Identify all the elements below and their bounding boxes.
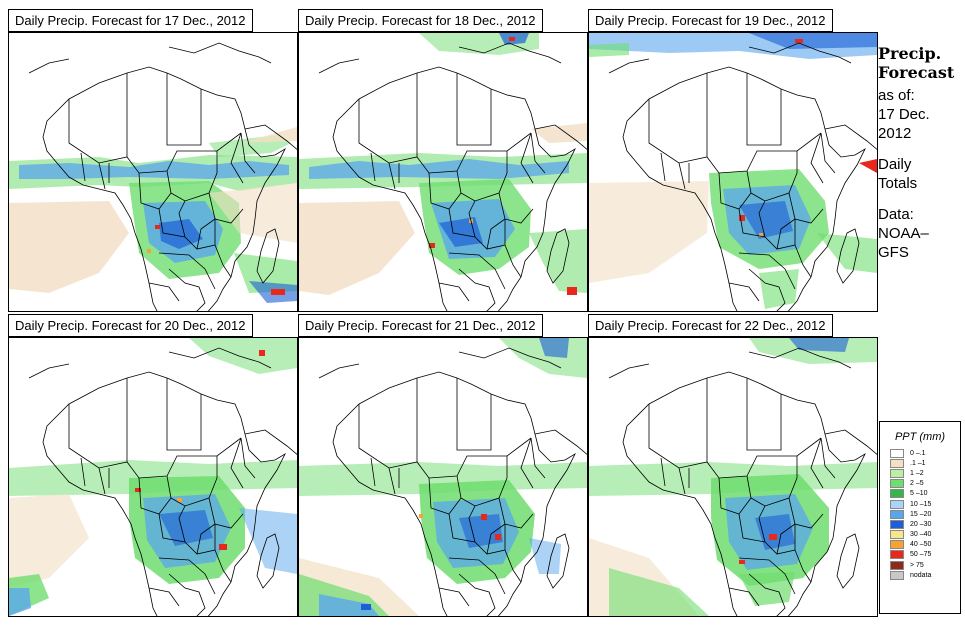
- info-data-source: NOAA–: [878, 225, 929, 242]
- info-block: Precip. Forecast as of: 17 Dec. 2012 Dai…: [878, 44, 962, 262]
- legend-item: 15 –20: [880, 509, 960, 519]
- panel-title: Daily Precip. Forecast for 21 Dec., 2012: [298, 314, 543, 337]
- legend-label: 5 –10: [910, 490, 928, 498]
- precip-map: [588, 32, 878, 312]
- forecast-panel-dec21: Daily Precip. Forecast for 21 Dec., 2012: [298, 314, 588, 617]
- forecast-panel-dec18: Daily Precip. Forecast for 18 Dec., 2012: [298, 9, 588, 312]
- legend-rows: 0 –.1 .1 –1 1 –2 2 –5 5 –10 10 –15 15 –20 20 –3…: [880, 448, 960, 580]
- precip-legend: PPT (mm) 0 –.1 .1 –1 1 –2 2 –5 5 –10 10 –15 15…: [879, 421, 961, 614]
- legend-label: 20 –30: [910, 520, 932, 528]
- legend-swatch: [890, 570, 904, 580]
- legend-swatch: [890, 509, 904, 519]
- legend-item: 50 –75: [880, 550, 960, 560]
- legend-title: PPT (mm): [894, 431, 946, 443]
- info-daily: Daily: [878, 156, 912, 173]
- forecast-panel-dec17: Daily Precip. Forecast for 17 Dec., 2012: [8, 9, 298, 312]
- info-totals: Totals: [878, 175, 918, 192]
- precip-map: [588, 337, 878, 617]
- legend-label: 30 –40: [910, 531, 932, 539]
- legend-item: .1 –1: [880, 458, 960, 468]
- legend-swatch: [890, 479, 904, 489]
- legend-label: nodata: [910, 571, 932, 579]
- precip-map: [8, 32, 298, 312]
- forecast-panel-dec20: Daily Precip. Forecast for 20 Dec., 2012: [8, 314, 298, 617]
- forecast-panel-dec19: Daily Precip. Forecast for 19 Dec., 2012: [588, 9, 878, 312]
- legend-item: 5 –10: [880, 489, 960, 499]
- legend-item: 20 –30: [880, 519, 960, 529]
- legend-item: 10 –15: [880, 499, 960, 509]
- legend-item: 0 –.1: [880, 448, 960, 458]
- panel-title: Daily Precip. Forecast for 17 Dec., 2012: [8, 9, 253, 32]
- info-heading-precip: Precip.: [878, 44, 942, 63]
- info-heading-forecast: Forecast: [878, 63, 955, 82]
- legend-swatch: [890, 540, 904, 550]
- legend-swatch: [890, 458, 904, 468]
- legend-label: 0 –.1: [910, 449, 926, 457]
- legend-label: 10 –15: [910, 500, 932, 508]
- legend-item: 1 –2: [880, 468, 960, 478]
- legend-swatch: [890, 530, 904, 540]
- info-date: 17 Dec.: [878, 106, 930, 123]
- info-asof: as of:: [878, 87, 915, 104]
- precip-map: [8, 337, 298, 617]
- legend-swatch: [890, 560, 904, 570]
- legend-item: nodata: [880, 570, 960, 580]
- legend-item: 30 –40: [880, 530, 960, 540]
- legend-item: 40 –50: [880, 540, 960, 550]
- panel-title: Daily Precip. Forecast for 18 Dec., 2012: [298, 9, 543, 32]
- info-year: 2012: [878, 125, 912, 142]
- legend-label: 50 –75: [910, 551, 932, 559]
- legend-label: 15 –20: [910, 510, 932, 518]
- panel-title: Daily Precip. Forecast for 19 Dec., 2012: [588, 9, 833, 32]
- info-data-label: Data:: [878, 206, 914, 223]
- legend-swatch: [890, 489, 904, 499]
- legend-label: .1 –1: [910, 459, 926, 467]
- legend-label: > 75: [910, 561, 924, 569]
- panel-title: Daily Precip. Forecast for 20 Dec., 2012: [8, 314, 253, 337]
- legend-swatch: [890, 519, 904, 529]
- legend-swatch: [890, 499, 904, 509]
- precip-map: [298, 32, 588, 312]
- legend-item: 2 –5: [880, 479, 960, 489]
- legend-label: 2 –5: [910, 480, 924, 488]
- legend-swatch: [890, 468, 904, 478]
- precip-map: [298, 337, 588, 617]
- legend-item: > 75: [880, 560, 960, 570]
- legend-swatch: [890, 448, 904, 458]
- legend-swatch: [890, 550, 904, 560]
- info-data-model: GFS: [878, 244, 909, 261]
- legend-label: 1 –2: [910, 469, 924, 477]
- legend-label: 40 –50: [910, 541, 932, 549]
- forecast-panel-dec22: Daily Precip. Forecast for 22 Dec., 2012: [588, 314, 878, 617]
- panel-title: Daily Precip. Forecast for 22 Dec., 2012: [588, 314, 833, 337]
